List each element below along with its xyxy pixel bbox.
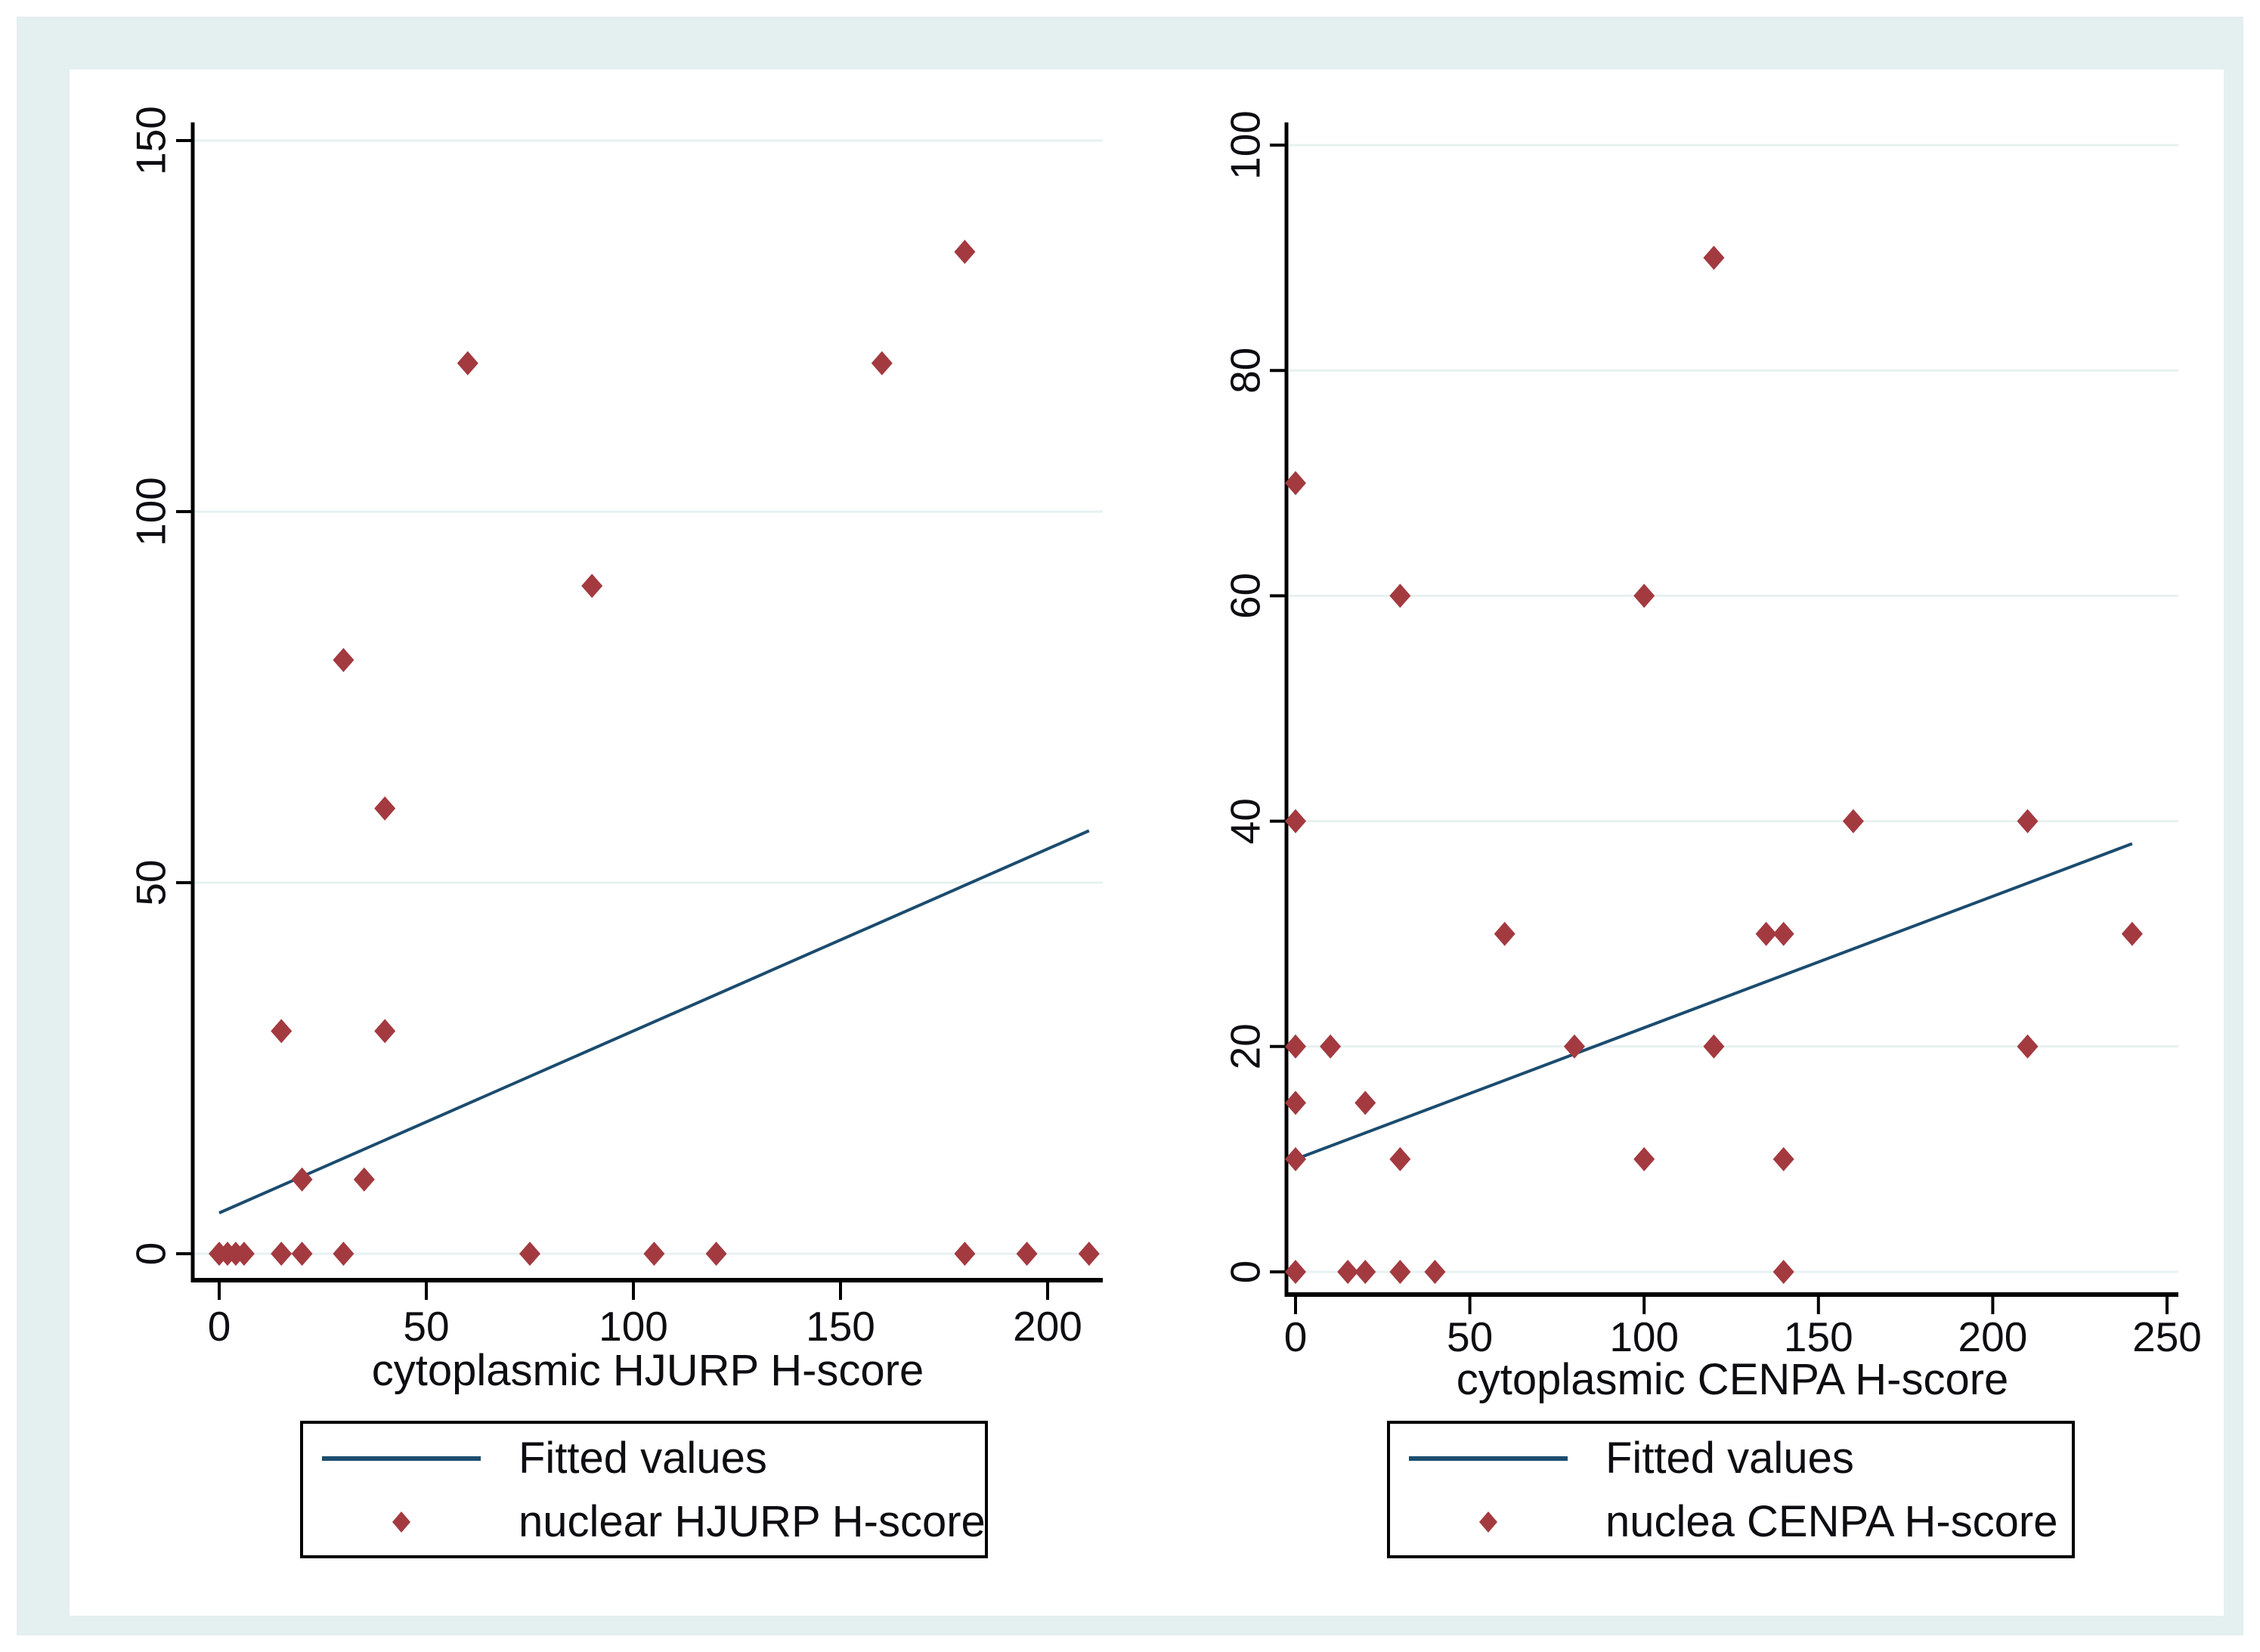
legend-label-fitted: Fitted values [1605,1434,1854,1483]
scatter-point [705,1242,727,1266]
scatter-point [1633,1146,1655,1171]
scatter-point [1285,471,1306,496]
legend-row-fitted: Fitted values [1390,1435,2072,1482]
legend-row-scatter: nuclea CENPA H-score [1390,1499,2072,1545]
scatter-point [291,1242,313,1266]
legend-label-scatter: nuclear HJURP H-score [519,1497,986,1546]
scatter-point [1494,921,1515,946]
scatter-point [1772,1260,1794,1284]
fitted-line [1295,842,2133,1161]
scatter-point [291,1167,313,1192]
scatter-point [1772,921,1794,946]
y-tick-label: 20 [1222,1023,1269,1069]
scatter-point [1016,1242,1038,1266]
chart-canvas: 0 50 100 150 0 50 100 150 200 0 20 40 60 80 100 0 50 100… [70,70,2224,1616]
scatter-point [2017,1034,2039,1059]
scatter-point [871,351,893,376]
scatter-point [1703,1034,1725,1059]
scatter-point [1424,1260,1446,1284]
cenpa-legend: Fitted values nuclea CENPA H-score [1387,1421,2075,1558]
scatter-point [1755,921,1777,946]
scatter-point [1285,1034,1306,1059]
x-tick-label: 0 [1284,1313,1308,1360]
scatter-point [1633,583,1655,608]
cenpa-scatter-plot: 0 20 40 60 80 100 0 50 100 150 200 250 [1222,110,2202,1360]
x-tick-label: 200 [1013,1303,1082,1350]
scatter-point [954,1242,976,1266]
scatter-point [333,648,354,673]
scatter-point [271,1019,293,1044]
legend-label-scatter: nuclea CENPA H-score [1605,1497,2058,1546]
scatter-point [1842,809,1864,834]
scatter-point [2121,921,2143,946]
x-tick-label: 200 [1958,1313,2028,1360]
scatter-point [374,796,396,821]
scatter-point [1772,1146,1794,1171]
scatter-point [954,240,976,265]
scatter-point [353,1167,375,1192]
scatter-point [1354,1260,1376,1284]
scatter-point [1389,1146,1411,1171]
scatter-point [333,1242,354,1266]
scatter-point [1285,1146,1306,1171]
scatter-point [1285,809,1306,834]
x-tick-label: 150 [1784,1313,1853,1360]
y-tick-label: 80 [1222,348,1269,394]
scatter-point [1354,1091,1376,1115]
scatter-point [1078,1242,1100,1266]
y-tick-label: 0 [128,1242,175,1266]
scatter-point [581,574,603,599]
scatter-point [1285,1260,1306,1284]
scatter-point [1337,1260,1359,1284]
y-tick-label: 100 [1222,110,1269,180]
fitted-line-swatch-icon [322,1456,481,1461]
hjurp-scatter-plot: 0 50 100 150 0 50 100 150 200 [128,106,1103,1350]
x-tick-label: 50 [403,1303,449,1350]
x-tick-label: 100 [599,1303,668,1350]
y-tick-label: 60 [1222,573,1269,619]
scatter-point [1320,1034,1342,1059]
scatter-point [2017,809,2039,834]
cenpa-x-axis-title: cytoplasmic CENPA H-score [1456,1355,2009,1404]
y-tick-label: 40 [1222,798,1269,844]
x-tick-label: 50 [1447,1313,1493,1360]
y-tick-label: 100 [128,477,175,546]
hjurp-x-axis-title: cytoplasmic HJURP H-score [371,1346,924,1395]
legend-label-fitted: Fitted values [519,1434,767,1483]
scatter-point [1563,1034,1585,1059]
legend-row-fitted: Fitted values [303,1435,985,1482]
scatter-point [457,351,478,376]
fitted-line-swatch-icon [1409,1456,1568,1461]
scatter-point [374,1019,396,1044]
scatter-point [271,1242,293,1266]
y-tick-label: 0 [1222,1261,1269,1284]
x-tick-label: 0 [208,1303,231,1350]
chart-frame: 0 50 100 150 0 50 100 150 200 0 20 40 60 80 100 0 50 100… [17,17,2243,1635]
x-tick-label: 150 [806,1303,875,1350]
fitted-line [218,829,1090,1214]
scatter-point [1389,583,1411,608]
hjurp-legend: Fitted values nuclear HJURP H-score [300,1421,988,1558]
x-tick-label: 100 [1609,1313,1679,1360]
scatter-point [519,1242,540,1266]
y-tick-label: 150 [128,106,175,175]
scatter-point [233,1242,255,1266]
diamond-marker-icon [392,1511,410,1533]
scatter-point [1703,246,1725,271]
x-tick-label: 250 [2132,1313,2202,1360]
scatter-point [1389,1260,1411,1284]
scatter-point [643,1242,665,1266]
scatter-point [1285,1091,1306,1115]
diamond-marker-icon [1479,1511,1497,1533]
y-tick-label: 50 [128,859,175,905]
legend-row-scatter: nuclear HJURP H-score [303,1497,986,1546]
